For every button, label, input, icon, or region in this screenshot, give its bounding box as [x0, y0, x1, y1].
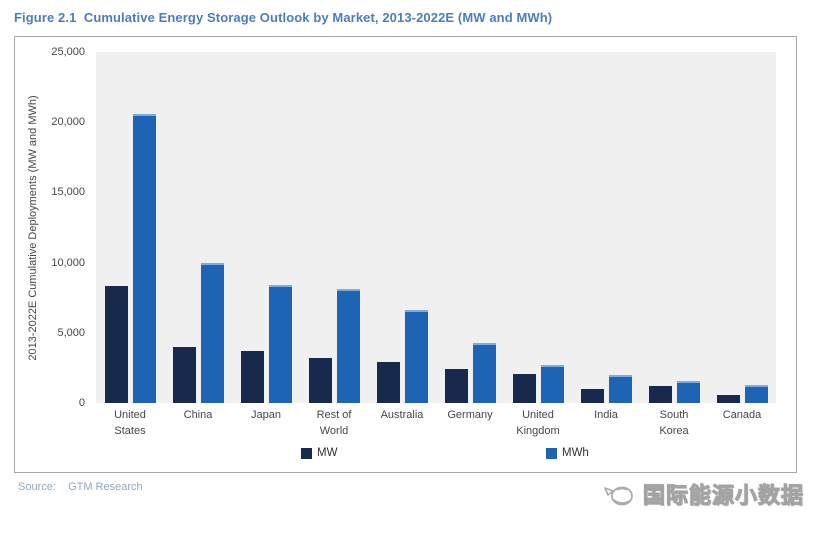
- source-label: Source:: [18, 481, 56, 493]
- x-label-germany: Germany: [447, 409, 493, 421]
- bar-group-india: [572, 52, 640, 403]
- legend: MW MWh: [15, 447, 798, 465]
- bar-group-japan: [232, 52, 300, 403]
- x-label-australia: Australia: [380, 409, 424, 421]
- figure-title: Figure 2.1 Cumulative Energy Storage Out…: [14, 10, 553, 25]
- legend-label-mw: MW: [317, 447, 338, 459]
- y-tick-label: 5,000: [57, 326, 85, 339]
- legend-swatch-mwh: [546, 447, 557, 459]
- y-tick-label: 25,000: [51, 46, 85, 58]
- bar-mw-south-korea: [648, 386, 672, 403]
- bar-group-germany: [436, 52, 504, 403]
- y-tick-label: 15,000: [51, 186, 85, 199]
- bar-mwh-india: [608, 374, 632, 403]
- x-label-united-states: United States: [114, 409, 146, 437]
- bar-mwh-germany: [472, 342, 496, 403]
- x-label-india: India: [594, 409, 618, 421]
- bar-group-united-states: [96, 52, 164, 403]
- chart-frame: 2013-2022E Cumulative Deployments (MW an…: [14, 36, 797, 473]
- bar-mw-rest-of-world: [308, 358, 332, 403]
- x-label-united-kingdom: United Kingdom: [516, 409, 560, 437]
- bar-mwh-australia: [404, 310, 428, 403]
- bar-group-south-korea: [640, 52, 708, 403]
- x-label-rest-of-world: Rest of World: [316, 409, 352, 437]
- bar-mw-japan: [240, 351, 264, 403]
- bar-mw-canada: [716, 394, 740, 403]
- legend-label-mwh: MWh: [562, 447, 589, 459]
- y-axis: 0 5,000 10,000 15,000 20,000 25,000: [15, 46, 89, 409]
- y-tick-label: 0: [78, 397, 85, 409]
- x-label-south-korea: South Korea: [659, 409, 689, 437]
- bar-mw-india: [580, 388, 604, 403]
- x-label-canada: Canada: [722, 409, 762, 421]
- bar-mw-china: [172, 346, 196, 403]
- legend-swatch-mw: [301, 447, 312, 459]
- bar-group-united-kingdom: [504, 52, 572, 403]
- bar-mw-united-kingdom: [512, 373, 536, 403]
- watermark: 国际能源小数据: [601, 474, 804, 514]
- x-label-china: China: [183, 409, 213, 421]
- source-value: GTM Research: [68, 481, 143, 493]
- bar-group-australia: [368, 52, 436, 403]
- bar-mwh-canada: [744, 384, 768, 403]
- bar-mw-united-states: [104, 286, 128, 403]
- bar-mwh-rest-of-world: [336, 289, 360, 403]
- bar-mwh-china: [200, 262, 224, 403]
- x-label-japan: Japan: [251, 409, 281, 421]
- legend-item-mw: MW: [301, 447, 337, 459]
- source-row: Source: GTM Research: [18, 481, 143, 493]
- bar-mwh-united-kingdom: [540, 365, 564, 403]
- x-axis: United States China Japan Rest of World Aust…: [96, 408, 776, 440]
- y-tick-label: 10,000: [51, 256, 85, 269]
- bar-mw-germany: [444, 369, 468, 403]
- bar-mwh-united-states: [132, 113, 156, 403]
- bar-group-rest-of-world: [300, 52, 368, 403]
- plot-area: [96, 52, 776, 403]
- watermark-text: 国际能源小数据: [642, 483, 804, 509]
- y-tick-label: 20,000: [51, 116, 85, 129]
- bar-group-china: [164, 52, 232, 403]
- bar-mwh-japan: [268, 285, 292, 403]
- bar-mw-australia: [376, 362, 400, 403]
- bar-mwh-south-korea: [676, 380, 700, 403]
- bar-group-canada: [708, 52, 776, 403]
- legend-item-mwh: MWh: [546, 447, 589, 459]
- watermark-logo-icon: [604, 486, 633, 506]
